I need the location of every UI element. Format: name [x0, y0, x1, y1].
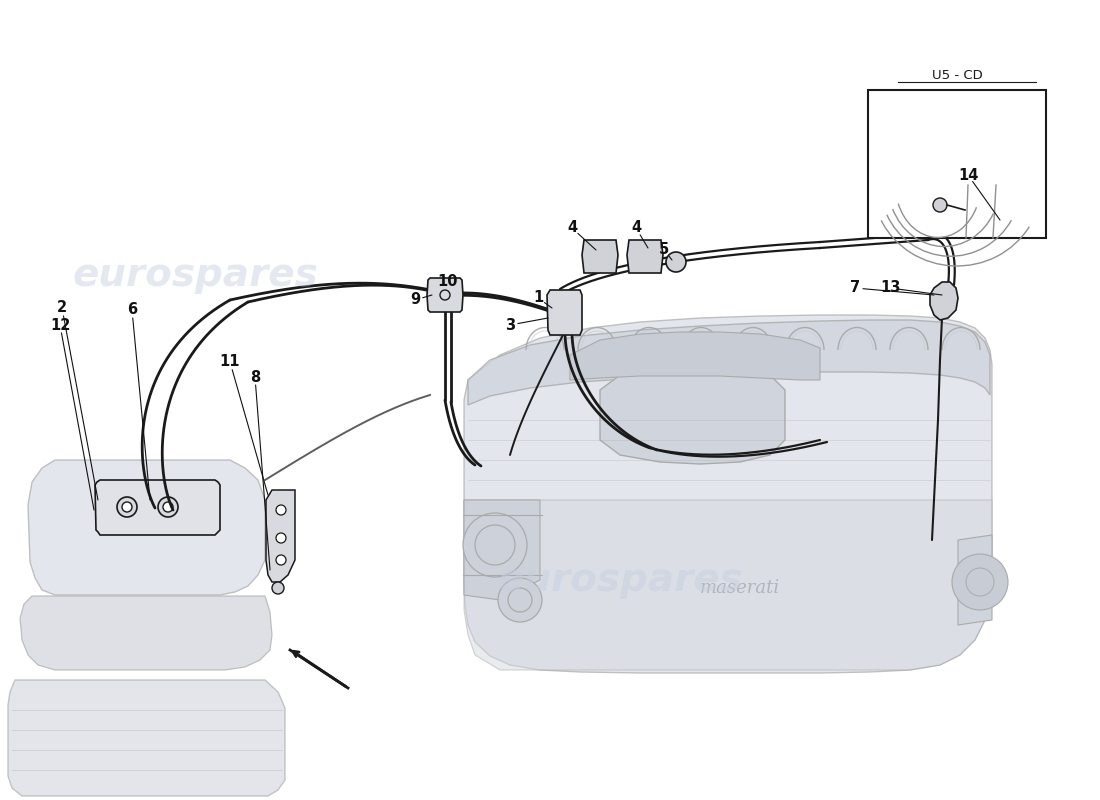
- Text: 4: 4: [566, 221, 578, 235]
- Polygon shape: [464, 500, 992, 670]
- Polygon shape: [570, 332, 820, 380]
- Text: 1: 1: [532, 290, 543, 306]
- Text: 11: 11: [220, 354, 240, 370]
- Circle shape: [122, 502, 132, 512]
- Polygon shape: [582, 240, 618, 273]
- Text: 4: 4: [631, 221, 641, 235]
- FancyBboxPatch shape: [868, 90, 1046, 238]
- Polygon shape: [547, 290, 582, 335]
- Circle shape: [933, 198, 947, 212]
- Circle shape: [508, 588, 532, 612]
- Polygon shape: [930, 282, 958, 320]
- Circle shape: [475, 525, 515, 565]
- Text: 2: 2: [57, 301, 67, 315]
- Polygon shape: [464, 315, 992, 673]
- Polygon shape: [20, 596, 272, 670]
- Circle shape: [276, 555, 286, 565]
- Circle shape: [498, 578, 542, 622]
- Text: eurospares: eurospares: [73, 256, 318, 294]
- Polygon shape: [600, 366, 785, 464]
- Circle shape: [158, 497, 178, 517]
- Circle shape: [276, 533, 286, 543]
- Circle shape: [952, 554, 1008, 610]
- Polygon shape: [28, 460, 265, 595]
- Polygon shape: [427, 278, 463, 312]
- Text: 8: 8: [250, 370, 260, 385]
- Text: 14: 14: [958, 167, 978, 182]
- Text: 5: 5: [659, 242, 669, 258]
- Polygon shape: [95, 480, 220, 535]
- Circle shape: [276, 505, 286, 515]
- Text: maserati: maserati: [700, 579, 780, 597]
- Polygon shape: [266, 490, 295, 582]
- Text: 6: 6: [126, 302, 138, 318]
- Text: eurospares: eurospares: [497, 561, 742, 599]
- Text: U5 - CD: U5 - CD: [932, 69, 982, 82]
- Polygon shape: [627, 240, 663, 273]
- Circle shape: [117, 497, 138, 517]
- Circle shape: [163, 502, 173, 512]
- Polygon shape: [958, 535, 992, 625]
- Polygon shape: [468, 320, 990, 405]
- Text: 13: 13: [880, 281, 900, 295]
- Text: 10: 10: [438, 274, 459, 290]
- Text: 9: 9: [410, 293, 420, 307]
- Circle shape: [272, 582, 284, 594]
- Polygon shape: [8, 680, 285, 796]
- Circle shape: [666, 252, 686, 272]
- Polygon shape: [464, 500, 540, 600]
- Text: 3: 3: [505, 318, 515, 333]
- Circle shape: [463, 513, 527, 577]
- Text: 12: 12: [50, 318, 70, 333]
- Text: 7: 7: [850, 281, 860, 295]
